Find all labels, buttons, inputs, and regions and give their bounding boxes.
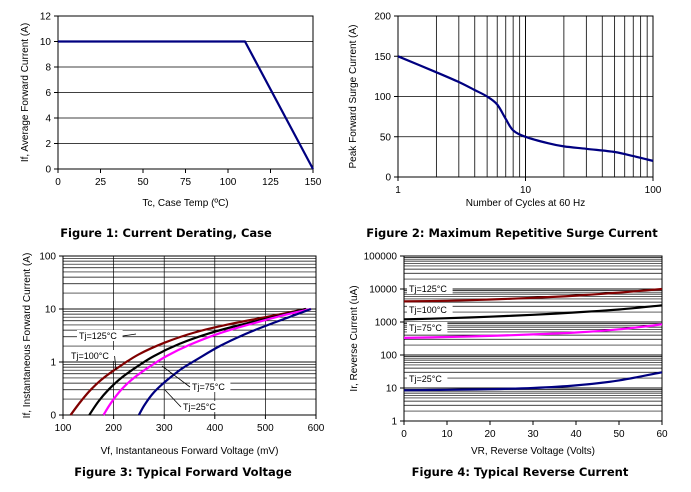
chart3-y-tick-label: 0 bbox=[50, 411, 56, 422]
chart3-x-tick-label: 100 bbox=[55, 423, 72, 434]
chart4-y-tick-label: 1000 bbox=[375, 318, 398, 329]
chart1-y-tick-label: 4 bbox=[45, 114, 51, 125]
chart3-annotation-leader bbox=[164, 389, 182, 408]
chart3-y-tick-label: 10 bbox=[45, 305, 57, 316]
chart4-y-tick-label: 10 bbox=[386, 384, 398, 395]
chart4-y-axis-label: Ir, Reverse Current (uA) bbox=[349, 285, 360, 391]
chart3-annotation-bg bbox=[190, 381, 231, 392]
chart4-y-tick-label: 10000 bbox=[369, 285, 397, 296]
chart4-y-tick-label: 100000 bbox=[364, 252, 398, 263]
chart3-series-line-4 bbox=[137, 307, 312, 416]
chart4-annotation-bg bbox=[407, 283, 453, 294]
chart1-y-axis-label: If, Average Forward Current (A) bbox=[20, 23, 31, 162]
chart2-series-line-1 bbox=[397, 55, 654, 162]
chart4-x-tick-label: 20 bbox=[484, 429, 496, 440]
chart3-annotation-label: Tj=75°C bbox=[192, 382, 225, 392]
chart3-x-tick-label: 500 bbox=[257, 423, 274, 434]
chart4-plot-frame bbox=[403, 255, 663, 422]
chart3-annotation-leader bbox=[161, 365, 191, 388]
chart1-y-tick-label: 10 bbox=[40, 37, 52, 48]
chart3-annotation-label: Tj=100°C bbox=[71, 351, 109, 361]
chart3-caption: Figure 3: Typical Forward Voltage bbox=[74, 465, 292, 479]
chart4-annotation-label: Tj=25°C bbox=[409, 374, 442, 384]
chart1-y-tick-label: 6 bbox=[45, 88, 51, 99]
chart2-y-axis-label: Peak Forward Surge Current (A) bbox=[348, 25, 359, 169]
chart1-x-axis-label: Tc, Case Temp (ºC) bbox=[142, 198, 228, 209]
chart3-x-axis-label: Vf, Instantaneous Forward Voltage (mV) bbox=[101, 446, 279, 457]
chart1-caption: Figure 1: Current Derating, Case bbox=[60, 226, 272, 240]
chart4-x-tick-label: 40 bbox=[570, 429, 582, 440]
chart2-x-tick-label: 10 bbox=[520, 185, 532, 196]
chart4-y-tick-label: 100 bbox=[380, 351, 397, 362]
chart1-y-tick-label: 8 bbox=[45, 63, 51, 74]
chart2-y-tick-label: 150 bbox=[374, 52, 391, 63]
chart1-x-tick-label: 50 bbox=[137, 177, 149, 188]
chart1-x-tick-label: 150 bbox=[305, 177, 322, 188]
chart4-x-tick-label: 0 bbox=[401, 429, 407, 440]
chart3-annotation-leader bbox=[122, 333, 137, 337]
chart4-annotation-label: Tj=75°C bbox=[409, 323, 442, 333]
chart4-annotation-bg bbox=[407, 322, 448, 333]
chart1-x-tick-label: 125 bbox=[262, 177, 279, 188]
chart3-annotation-bg bbox=[181, 401, 222, 412]
chart4-annotation-label: Tj=100°C bbox=[409, 305, 447, 315]
chart3-annotation-label: Tj=25°C bbox=[183, 402, 216, 412]
chart1-x-tick-label: 0 bbox=[55, 177, 61, 188]
chart2-y-tick-label: 50 bbox=[380, 132, 392, 143]
chart2-y-tick-label: 200 bbox=[374, 12, 391, 23]
chart4-x-axis-label: VR, Reverse Voltage (Volts) bbox=[471, 446, 595, 457]
chart1-x-tick-label: 100 bbox=[220, 177, 237, 188]
chart1-y-tick-label: 12 bbox=[40, 12, 52, 23]
chart4-x-tick-label: 50 bbox=[613, 429, 625, 440]
chart3-x-tick-label: 300 bbox=[156, 423, 173, 434]
chart4-x-tick-label: 10 bbox=[441, 429, 453, 440]
chart3-x-tick-label: 600 bbox=[308, 423, 325, 434]
chart4-x-tick-label: 30 bbox=[527, 429, 539, 440]
chart4-annotation-bg bbox=[407, 304, 453, 315]
chart4-y-tick-label: 1 bbox=[391, 417, 397, 428]
chart3-y-tick-label: 100 bbox=[39, 252, 56, 263]
chart3-annotation-bg bbox=[77, 330, 123, 341]
chart3-plot-frame bbox=[62, 255, 317, 416]
chart4-series-line-4 bbox=[403, 371, 663, 392]
chart3-annotation-leader bbox=[114, 355, 117, 371]
chart3-series-line-1 bbox=[69, 307, 307, 416]
chart1-x-tick-label: 75 bbox=[180, 177, 192, 188]
chart4-annotation-label: Tj=125°C bbox=[409, 284, 447, 294]
chart1-y-tick-label: 2 bbox=[45, 139, 51, 150]
chart4-x-tick-label: 60 bbox=[656, 429, 668, 440]
chart2-y-tick-label: 0 bbox=[385, 173, 391, 184]
chart4-caption: Figure 4: Typical Reverse Current bbox=[412, 465, 629, 479]
chart1-series-line-1 bbox=[58, 40, 314, 170]
chart4-annotation-bg bbox=[407, 373, 448, 384]
chart2-x-tick-label: 100 bbox=[645, 185, 662, 196]
chart3-annotation-bg bbox=[69, 350, 115, 361]
chart2-x-tick-label: 1 bbox=[395, 185, 401, 196]
chart3-x-tick-label: 400 bbox=[206, 423, 223, 434]
chart2-caption: Figure 2: Maximum Repetitive Surge Curre… bbox=[366, 226, 658, 240]
chart3-series-line-3 bbox=[102, 307, 312, 416]
chart3-x-tick-label: 200 bbox=[105, 423, 122, 434]
chart3-annotation-label: Tj=125°C bbox=[79, 331, 117, 341]
chart1-x-tick-label: 25 bbox=[95, 177, 107, 188]
chart4-series-line-1 bbox=[403, 287, 663, 303]
chart3-y-axis-label: If, Instantaneous Forward Current (A) bbox=[22, 253, 33, 419]
chart2-y-tick-label: 100 bbox=[374, 92, 391, 103]
chart1-y-tick-label: 0 bbox=[45, 165, 51, 176]
chart3-y-tick-label: 1 bbox=[50, 358, 56, 369]
chart4-series-line-2 bbox=[403, 304, 663, 321]
chart4-series-line-3 bbox=[403, 323, 663, 339]
chart2-x-axis-label: Number of Cycles at 60 Hz bbox=[466, 198, 586, 209]
chart3-series-line-2 bbox=[88, 307, 307, 416]
